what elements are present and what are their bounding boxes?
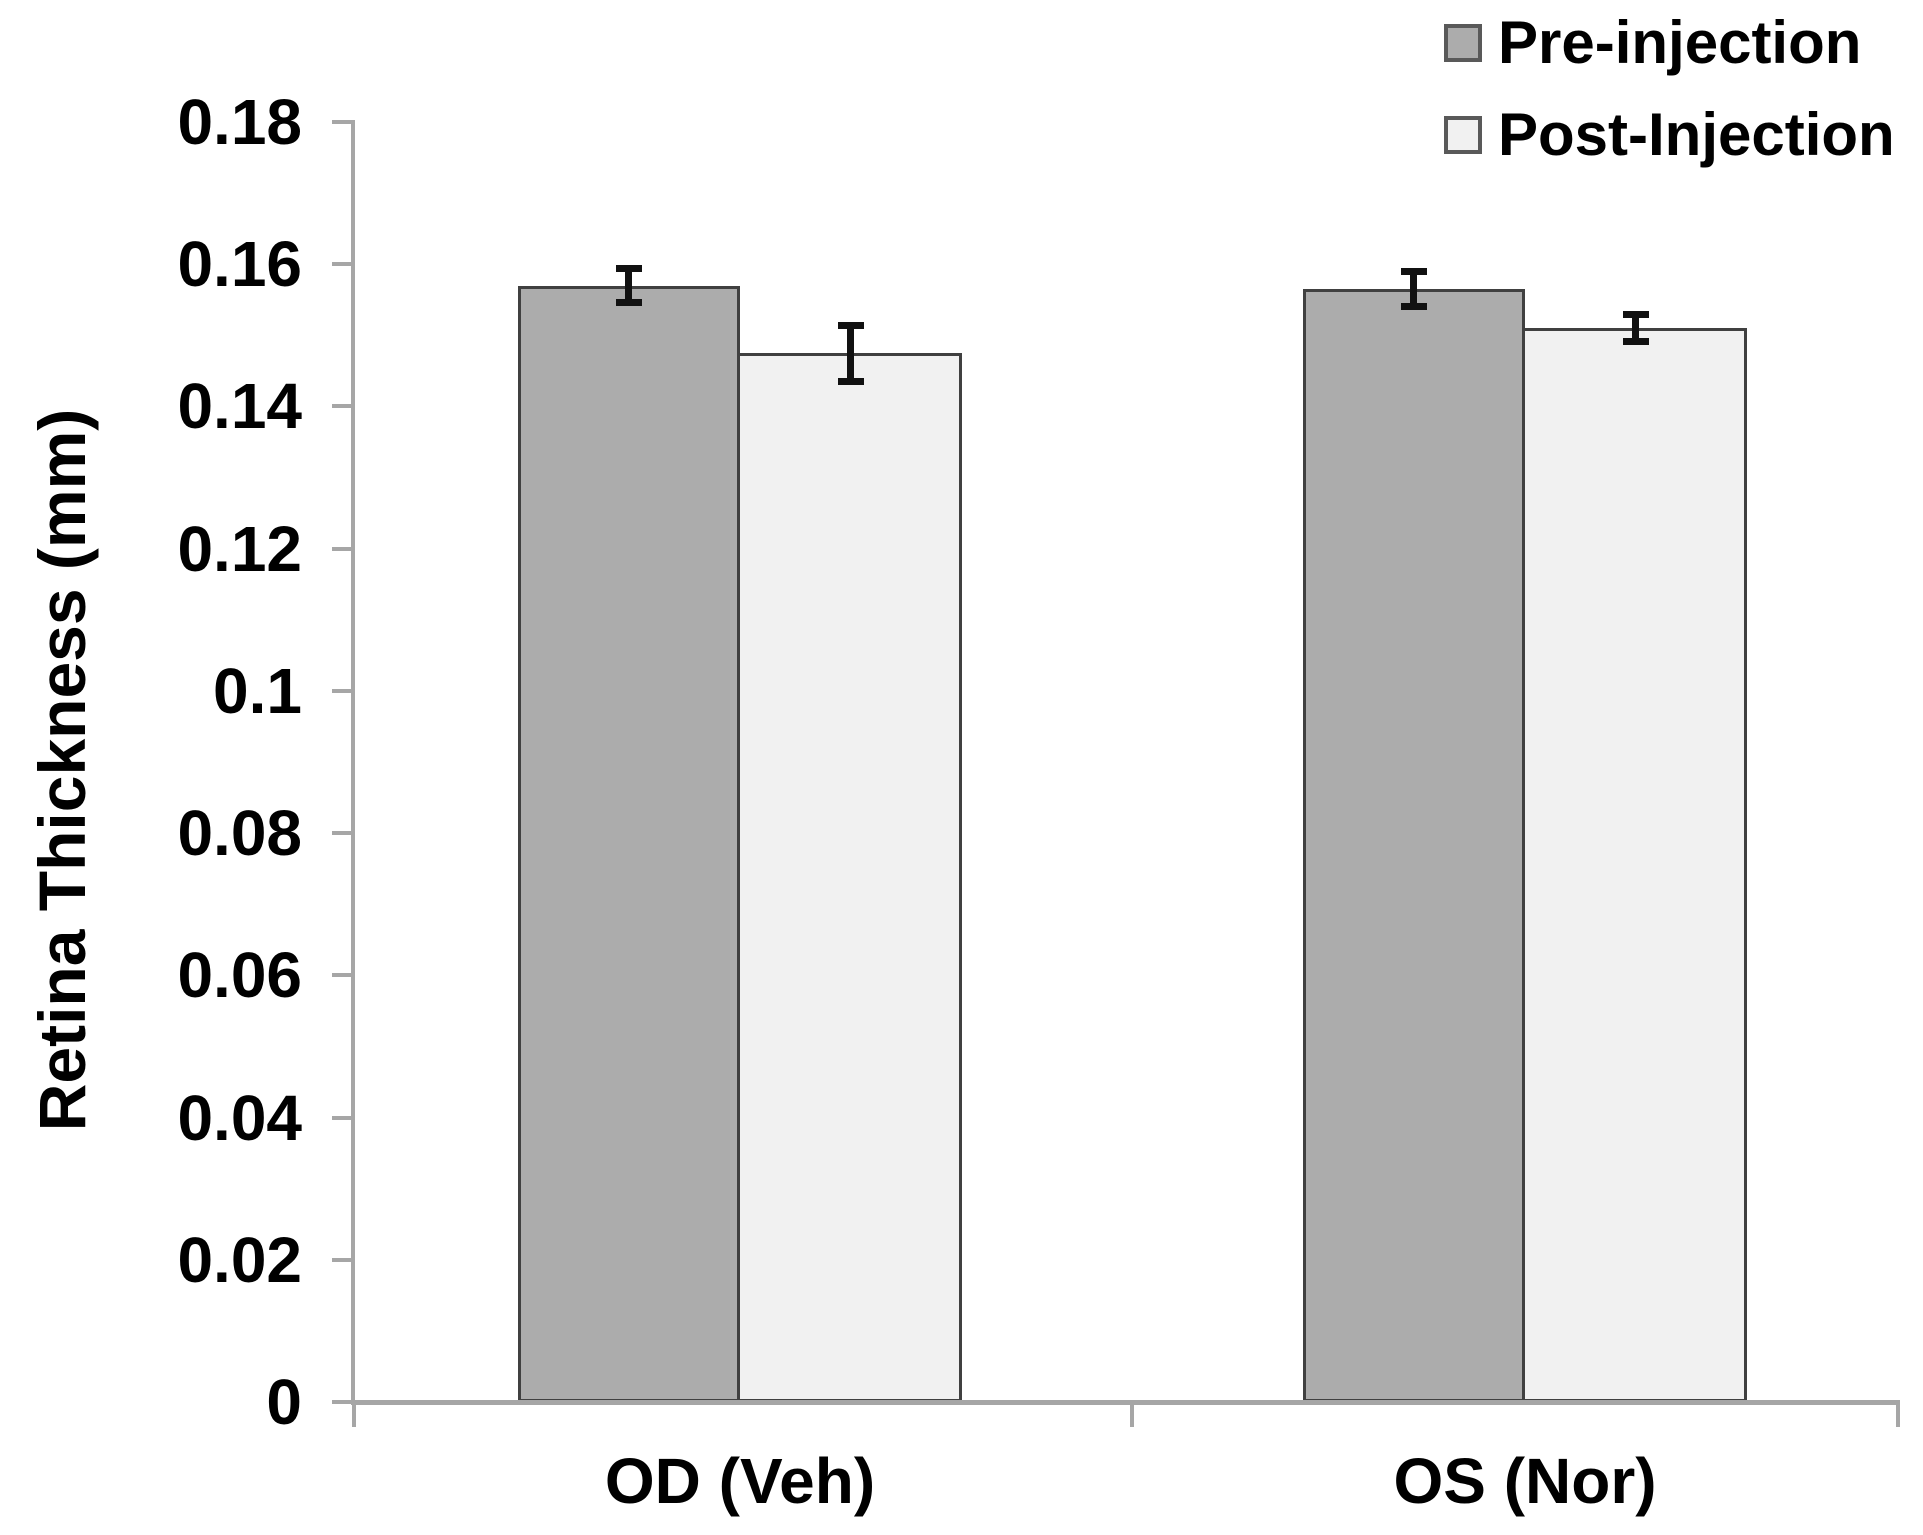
y-tick (332, 688, 355, 693)
legend: Pre-injection Post-Injection (1444, 6, 1895, 190)
error-bar-pre-os (1410, 271, 1417, 307)
y-tick-label: 0.02 (177, 1223, 302, 1296)
y-tick (332, 120, 355, 124)
error-bar-pre-od-bottom-cap (616, 299, 642, 307)
bar-pre-injection-od (518, 285, 740, 1402)
bar-pre-injection-os (1303, 289, 1525, 1402)
legend-label-pre-injection: Pre-injection (1498, 9, 1862, 76)
y-tick-label: 0.06 (177, 939, 302, 1012)
error-bar-post-os (1632, 314, 1639, 343)
error-bar-post-od (847, 324, 854, 382)
error-bar-pre-od (625, 267, 632, 304)
error-bar-pre-os-bottom-cap (1401, 302, 1427, 310)
error-bar-pre-od-top-cap (616, 264, 642, 272)
y-tick-label: 0.12 (177, 512, 302, 585)
y-tick (332, 1400, 355, 1404)
y-tick-label: 0 (266, 1366, 302, 1438)
legend-swatch-post-injection (1444, 116, 1482, 154)
legend-swatch-pre-injection (1444, 24, 1482, 62)
x-category-label-os: OS (Nor) (1393, 1445, 1657, 1517)
x-tick (352, 1400, 356, 1427)
x-tick (1896, 1400, 1900, 1427)
error-bar-post-os-top-cap (1623, 311, 1649, 318)
y-tick-label: 0.14 (177, 370, 302, 443)
y-tick (332, 404, 355, 409)
x-axis-line (351, 1400, 1900, 1405)
y-tick (332, 1115, 355, 1120)
y-tick-label: 0.1 (213, 654, 302, 727)
legend-label-post-injection: Post-Injection (1498, 101, 1895, 168)
bar-post-injection-os (1522, 328, 1747, 1402)
y-tick-label: 0.16 (177, 228, 302, 301)
x-category-label-od: OD (Veh) (604, 1445, 876, 1517)
y-tick-label: 0.08 (177, 797, 302, 870)
y-tick-label: 0.18 (177, 86, 302, 158)
y-tick-label: 0.04 (177, 1081, 302, 1154)
y-tick (332, 831, 355, 836)
y-tick (332, 973, 355, 978)
y-tick (332, 546, 355, 551)
error-bar-post-od-bottom-cap (838, 377, 864, 385)
legend-item-pre-injection: Pre-injection (1444, 6, 1895, 80)
error-bar-pre-os-top-cap (1401, 268, 1427, 276)
error-bar-post-os-bottom-cap (1623, 338, 1649, 346)
y-axis-line (351, 120, 355, 1404)
bar-post-injection-od (737, 353, 962, 1402)
error-bar-post-od-top-cap (838, 321, 864, 329)
y-tick (332, 1257, 355, 1262)
x-tick (1130, 1400, 1134, 1427)
legend-item-post-injection: Post-Injection (1444, 98, 1895, 172)
y-tick (332, 262, 355, 267)
